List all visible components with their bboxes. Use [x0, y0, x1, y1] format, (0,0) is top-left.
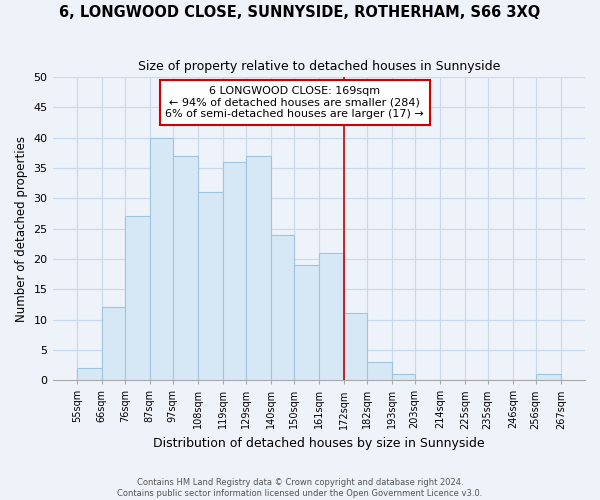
Bar [77, 368, 102, 380]
Bar [173, 156, 198, 380]
Bar [367, 362, 392, 380]
Bar [198, 192, 223, 380]
Bar [223, 162, 246, 380]
Bar [392, 374, 415, 380]
Bar [246, 156, 271, 380]
Text: Contains HM Land Registry data © Crown copyright and database right 2024.
Contai: Contains HM Land Registry data © Crown c… [118, 478, 482, 498]
Text: 6 LONGWOOD CLOSE: 169sqm
← 94% of detached houses are smaller (284)
6% of semi-d: 6 LONGWOOD CLOSE: 169sqm ← 94% of detach… [166, 86, 424, 119]
X-axis label: Distribution of detached houses by size in Sunnyside: Distribution of detached houses by size … [153, 437, 485, 450]
Bar [150, 138, 173, 380]
Title: Size of property relative to detached houses in Sunnyside: Size of property relative to detached ho… [137, 60, 500, 73]
Bar [125, 216, 150, 380]
Bar [102, 308, 125, 380]
Bar [536, 374, 561, 380]
Bar [319, 253, 344, 380]
Y-axis label: Number of detached properties: Number of detached properties [15, 136, 28, 322]
Bar [271, 234, 293, 380]
Bar [293, 265, 319, 380]
Bar [344, 314, 367, 380]
Text: 6, LONGWOOD CLOSE, SUNNYSIDE, ROTHERHAM, S66 3XQ: 6, LONGWOOD CLOSE, SUNNYSIDE, ROTHERHAM,… [59, 5, 541, 20]
